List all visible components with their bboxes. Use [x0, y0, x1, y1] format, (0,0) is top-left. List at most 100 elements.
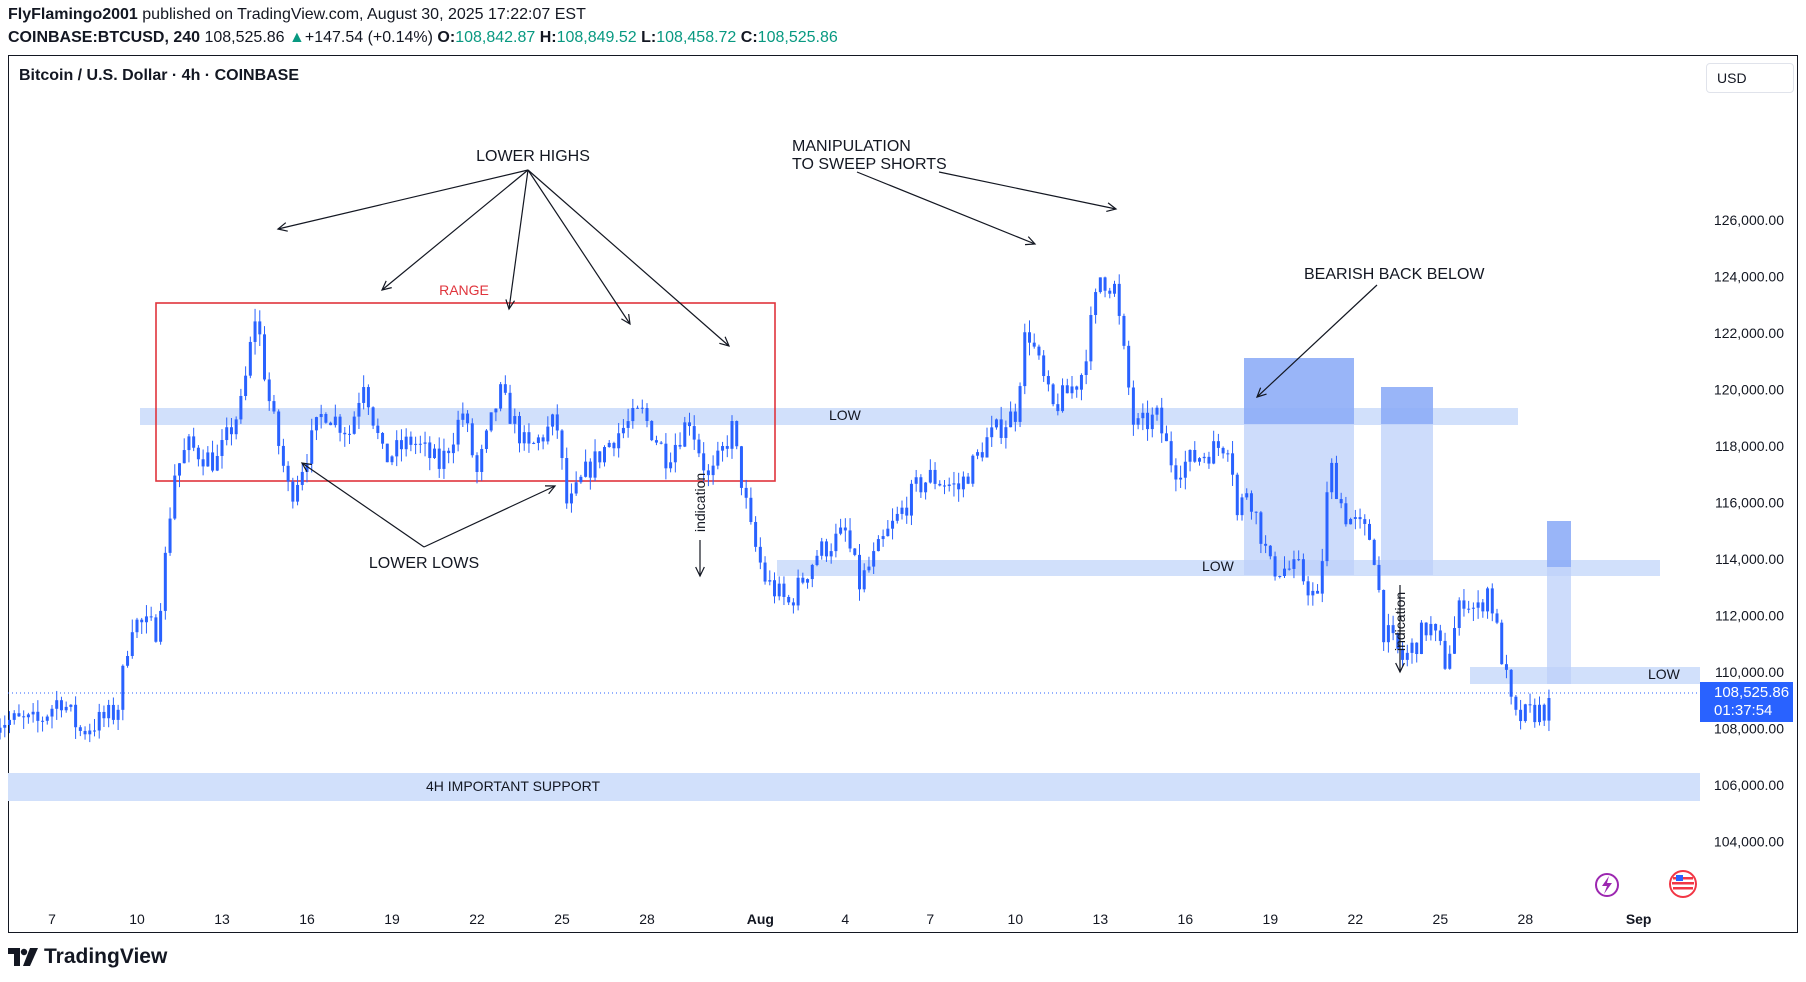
candle-body [574, 482, 578, 494]
candle-body [1504, 664, 1508, 670]
candle-body [603, 447, 606, 463]
candle-body [579, 476, 583, 483]
tradingview-footer[interactable]: TradingView [8, 945, 167, 969]
candle-body [93, 730, 96, 732]
candle-body [721, 446, 725, 451]
candle-body [730, 421, 734, 449]
candle-body [409, 436, 413, 445]
candle-body [263, 334, 266, 380]
candle-body [8, 719, 11, 725]
candle-body [1089, 315, 1093, 362]
candle-body [1363, 519, 1367, 524]
candle-body [782, 583, 786, 597]
candle-body [1486, 588, 1490, 612]
candle-body [211, 452, 215, 471]
candle-body [319, 414, 323, 418]
candle-body [546, 426, 550, 442]
lightning-icon[interactable] [1590, 870, 1624, 900]
candle-body [1528, 704, 1532, 706]
candle-body [470, 423, 474, 456]
candle-body [206, 452, 210, 467]
candle-body [905, 507, 909, 516]
candle-body [1542, 704, 1546, 721]
arrow-head [719, 336, 731, 347]
candle-body [1155, 407, 1159, 415]
candle-body [1457, 600, 1461, 628]
low-value: 108,458.72 [656, 29, 737, 46]
candle-body [59, 700, 63, 711]
candle-body [626, 421, 630, 428]
y-tick-label: 112,000.00 [1715, 608, 1784, 624]
low-label: L: [641, 29, 657, 46]
candle-body [187, 436, 191, 451]
manipulation-label-1: MANIPULATION [792, 138, 911, 155]
candle-body [1004, 427, 1008, 438]
candle-body [843, 527, 847, 531]
candle-body [182, 450, 186, 464]
candle-body [1249, 493, 1253, 512]
candle-body [1235, 474, 1239, 516]
x-tick-label: 19 [384, 911, 400, 927]
candle-body [1051, 384, 1055, 405]
x-tick-label: 10 [129, 911, 145, 927]
candle-body [994, 419, 998, 428]
candle-body [1523, 704, 1527, 722]
candle-body [390, 456, 394, 463]
published-text: published on TradingView.com, August 30,… [142, 6, 586, 23]
currency-button[interactable]: USD [1706, 63, 1794, 93]
lower-lows-label: LOWER LOWS [369, 555, 479, 572]
author-name[interactable]: FlyFlamingo2001 [8, 6, 138, 23]
us-flag-icon[interactable] [1667, 868, 1699, 900]
candle-body [763, 562, 767, 582]
y-tick-label: 120,000.00 [1714, 382, 1784, 398]
candle-body [702, 453, 706, 471]
candle-body [78, 727, 82, 731]
range-box [155, 302, 776, 482]
candle-body [102, 711, 106, 719]
candle-body [716, 450, 720, 466]
candle-body [1382, 589, 1386, 643]
candle-body [1509, 669, 1513, 697]
candle-body [1273, 556, 1277, 577]
candle-body [41, 720, 45, 722]
candle-body [1122, 315, 1126, 346]
arrow-head [544, 485, 557, 495]
candle-body [1349, 518, 1353, 525]
candle-body [612, 442, 616, 449]
y-tick-label: 114,000.00 [1715, 551, 1784, 567]
candle-body [1188, 449, 1192, 462]
candle-body [862, 570, 866, 590]
candle-body [1117, 283, 1121, 316]
candle-body [1065, 385, 1069, 394]
candle-body [50, 708, 54, 717]
chart-frame[interactable] [8, 55, 1798, 933]
open-label: O: [437, 29, 456, 46]
candle-body [928, 469, 932, 483]
candle-body [848, 530, 852, 549]
candle-body [1221, 447, 1225, 454]
x-tick-label: 22 [469, 911, 485, 927]
arrow-head [276, 222, 288, 232]
low-zone-3 [1470, 667, 1700, 684]
candle-body [876, 539, 880, 552]
low-label-3: LOW [1648, 666, 1681, 682]
y-tick-label: 126,000.00 [1714, 212, 1784, 228]
candle-body [1443, 640, 1447, 669]
candle-body [69, 704, 73, 707]
candle-body [947, 484, 951, 487]
candle-body [281, 445, 285, 466]
x-tick-label: 7 [48, 911, 56, 927]
candle-body [1056, 404, 1060, 412]
candle-body [976, 452, 980, 456]
arrow-head [1106, 202, 1118, 212]
price-change: +147.54 (+0.14%) [304, 29, 433, 46]
candle-body [678, 444, 682, 447]
candle-body [513, 416, 517, 424]
candle-body [272, 401, 276, 412]
candle-body [810, 564, 814, 580]
bearish-box-3-top [1547, 521, 1571, 567]
candle-body [201, 459, 205, 467]
candle-body [215, 455, 219, 471]
arrow-head [1024, 236, 1037, 246]
